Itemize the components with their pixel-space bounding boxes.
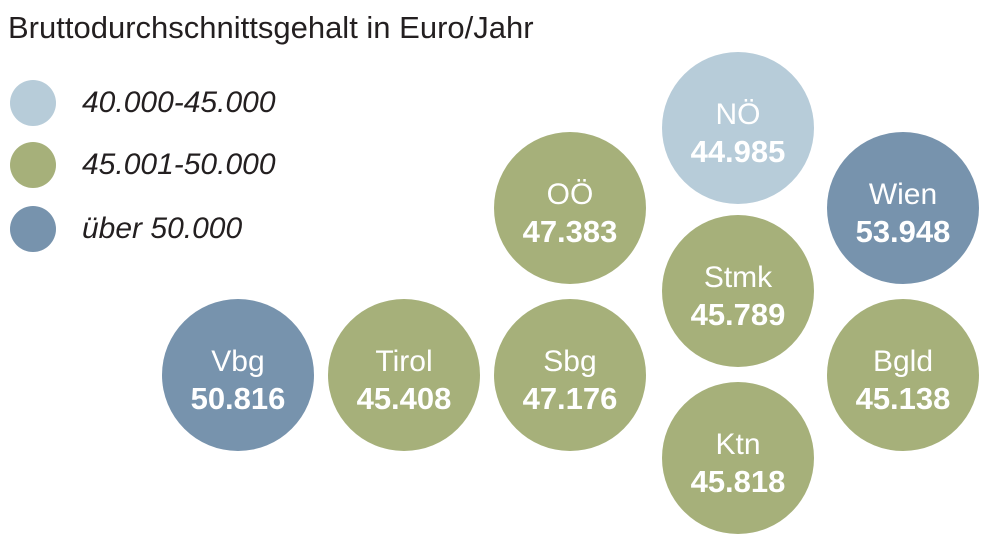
region-name: Wien	[869, 178, 937, 211]
region-circle	[827, 132, 979, 284]
legend-swatch	[10, 80, 56, 126]
legend-item: 40.000-45.000	[10, 80, 276, 126]
region-name: NÖ	[716, 98, 761, 131]
region-value: 50.816	[191, 381, 286, 416]
region-value: 45.818	[691, 464, 786, 499]
region-name: OÖ	[547, 178, 594, 211]
region-value: 47.176	[523, 381, 618, 416]
region-name: Tirol	[375, 345, 432, 378]
region-name: Sbg	[543, 345, 596, 378]
region-value: 45.408	[357, 381, 452, 416]
region-value: 47.383	[523, 214, 618, 249]
region-name: Stmk	[704, 261, 773, 294]
region-value: 53.948	[856, 214, 951, 249]
chart-title: Bruttodurchschnittsgehalt in Euro/Jahr	[8, 10, 534, 45]
legend-swatch	[10, 206, 56, 252]
region-name: Bgld	[873, 345, 933, 378]
region-value: 45.789	[691, 297, 786, 332]
legend-label: 40.000-45.000	[82, 86, 276, 119]
region-circle	[662, 215, 814, 367]
legend-swatch	[10, 142, 56, 188]
region-circle	[328, 299, 480, 451]
region-value: 44.985	[691, 134, 786, 169]
region-circle	[662, 52, 814, 204]
region-circle	[162, 299, 314, 451]
legend-label: über 50.000	[82, 212, 243, 245]
region-value: 45.138	[856, 381, 951, 416]
region-name: Ktn	[715, 428, 760, 461]
legend-label: 45.001-50.000	[82, 148, 276, 181]
region-circle	[662, 382, 814, 534]
legend-item: über 50.000	[10, 206, 242, 252]
legend-item: 45.001-50.000	[10, 142, 276, 188]
region-circle	[827, 299, 979, 451]
region-name: Vbg	[211, 345, 264, 378]
region-circle	[494, 132, 646, 284]
region-circle	[494, 299, 646, 451]
